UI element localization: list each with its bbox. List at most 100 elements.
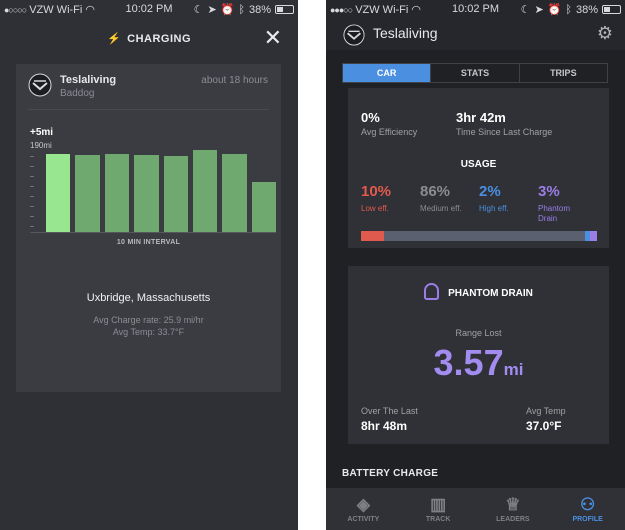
chart-bar xyxy=(163,156,188,232)
ghost-icon xyxy=(424,283,440,300)
location-icon: ➤ xyxy=(534,4,544,16)
chart-bar xyxy=(192,150,218,232)
trophy-icon: ♕ xyxy=(505,495,521,514)
charging-icon: ⚡ xyxy=(106,33,122,45)
usage-bar xyxy=(361,231,597,241)
tab-activity[interactable]: ◈ ACTIVITY xyxy=(326,488,401,530)
high-eff-value: 2% xyxy=(479,183,501,200)
high-eff-label: High eff. xyxy=(479,204,509,213)
wifi-icon: ◠ xyxy=(85,4,95,16)
chart-tick xyxy=(30,226,34,227)
tab-profile-label: PROFILE xyxy=(572,516,603,523)
chart-tick xyxy=(30,206,34,207)
battery-icon xyxy=(602,5,621,14)
avg-temp-value: 37.0°F xyxy=(526,419,562,433)
range-lost-number: 3.57 xyxy=(433,342,504,383)
tab-activity-label: ACTIVITY xyxy=(347,516,380,523)
alarm-icon: ⏰ xyxy=(547,4,562,16)
signal-icon: ●●●○○ xyxy=(330,4,353,15)
phantom-drain-panel: PHANTOM DRAIN Range Lost 3.57mi Over The… xyxy=(348,266,609,444)
chart-added-label: +5mi xyxy=(30,127,54,138)
divider xyxy=(28,109,269,110)
efficiency-label: Avg Efficiency xyxy=(361,127,418,137)
tab-car[interactable]: CAR xyxy=(343,64,432,82)
carrier-label: VZW Wi-Fi xyxy=(355,3,409,16)
charging-screen: ●○○○○ VZW Wi-Fi ◠ 10:02 PM ☾ ➤ ⏰ ᛒ 38% ⚡… xyxy=(0,0,298,530)
range-lost-value: 3.57mi xyxy=(348,342,609,384)
usage-bar-segment xyxy=(585,231,590,241)
tab-profile[interactable]: ⚇ PROFILE xyxy=(550,488,625,530)
low-eff-label: Low eff. xyxy=(361,204,389,213)
avatar[interactable] xyxy=(343,24,365,46)
low-eff-value: 10% xyxy=(361,183,392,200)
charging-title: ⚡ CHARGING xyxy=(0,32,298,45)
tab-trips[interactable]: TRIPS xyxy=(550,68,577,78)
signal-icon: ●○○○○ xyxy=(4,4,27,15)
tab-leaders-label: LEADERS xyxy=(496,516,530,523)
usage-bar-segment xyxy=(384,231,586,241)
chart-bar xyxy=(251,182,276,232)
efficiency-value: 0% xyxy=(361,110,380,125)
tab-leaders[interactable]: ♕ LEADERS xyxy=(476,488,551,530)
track-icon: ▥ xyxy=(430,495,447,514)
over-last-value: 8hr 48m xyxy=(361,419,408,433)
phantom-drain-label: Phantom Drain xyxy=(538,204,571,223)
alarm-icon: ⏰ xyxy=(220,4,235,16)
usage-title: USAGE xyxy=(460,159,497,170)
profile-content[interactable]: CAR STATS TRIPS 0% Avg Efficiency 3hr 42… xyxy=(326,50,625,488)
profile-screen: ●●●○○ VZW Wi-Fi ◠ 10:02 PM ☾ ➤ ⏰ ᛒ 38% T… xyxy=(326,0,625,530)
moon-icon: ☾ xyxy=(520,4,531,16)
phantom-drain-title-text: PHANTOM DRAIN xyxy=(448,288,533,300)
battery-percent: 38% xyxy=(575,3,598,16)
tab-track[interactable]: ▥ TRACK xyxy=(401,488,476,530)
chart-bar xyxy=(75,155,100,232)
medium-eff-value: 86% xyxy=(420,183,451,200)
battery-percent: 38% xyxy=(248,3,271,16)
charge-rate: Avg Charge rate: 25.9 mi/hr xyxy=(93,315,204,325)
charge-session-card[interactable]: Teslaliving Baddog about 18 hours +5mi 1… xyxy=(16,64,281,392)
chart-bar xyxy=(134,155,159,232)
user-name: Teslaliving xyxy=(60,74,117,86)
profile-icon: ⚇ xyxy=(580,495,596,514)
car-name: Baddog xyxy=(60,88,95,99)
since-charge-value: 3hr 42m xyxy=(456,110,506,125)
since-charge-label: Time Since Last Charge xyxy=(456,127,553,137)
battery-charge-title: BATTERY CHARGE xyxy=(342,468,439,479)
charging-header: ⚡ CHARGING ✕ xyxy=(0,26,298,52)
chart-tick xyxy=(30,186,34,187)
chart-tick xyxy=(30,176,34,177)
status-time: 10:02 PM xyxy=(451,3,500,15)
charge-bar-chart xyxy=(30,150,276,232)
page-title: Teslaliving xyxy=(373,25,438,41)
charge-location: Uxbridge, Massachusetts xyxy=(86,292,211,304)
phantom-drain-title: PHANTOM DRAIN xyxy=(348,283,609,302)
medium-eff-label: Medium eff. xyxy=(420,204,462,213)
carrier-label: VZW Wi-Fi xyxy=(29,3,83,16)
usage-bar-segment xyxy=(361,231,385,241)
activity-icon: ◈ xyxy=(356,495,370,514)
wifi-icon: ◠ xyxy=(411,4,421,16)
chart-bar xyxy=(222,154,247,232)
chart-x-label: 10 MIN INTERVAL xyxy=(116,239,181,246)
segment-tabs: CAR STATS TRIPS xyxy=(342,63,608,83)
chart-tick xyxy=(30,216,34,217)
gear-icon[interactable]: ⚙ xyxy=(596,23,613,43)
tab-stats[interactable]: STATS xyxy=(431,64,520,82)
chart-max-label: 190mi xyxy=(30,141,52,150)
chart-bar xyxy=(46,154,71,232)
session-time: about 18 hours xyxy=(201,75,268,86)
usage-bar-segment xyxy=(589,231,597,241)
bluetooth-icon: ᛒ xyxy=(238,3,245,16)
chart-tick xyxy=(30,166,34,167)
chart-baseline xyxy=(30,232,276,233)
close-icon[interactable]: ✕ xyxy=(263,25,282,50)
range-lost-label: Range Lost xyxy=(455,328,502,338)
avg-temp-label: Avg Temp xyxy=(526,406,566,416)
efficiency-panel: 0% Avg Efficiency 3hr 42m Time Since Las… xyxy=(348,88,609,248)
charge-temp: Avg Temp: 33.7°F xyxy=(112,327,185,337)
bluetooth-icon: ᛒ xyxy=(565,3,572,16)
app-header: Teslaliving ⚙ xyxy=(326,20,625,50)
chart-ticks xyxy=(30,150,36,232)
status-bar: ●●●○○ VZW Wi-Fi ◠ 10:02 PM ☾ ➤ ⏰ ᛒ 38% xyxy=(326,0,625,18)
tab-track-label: TRACK xyxy=(425,516,451,523)
